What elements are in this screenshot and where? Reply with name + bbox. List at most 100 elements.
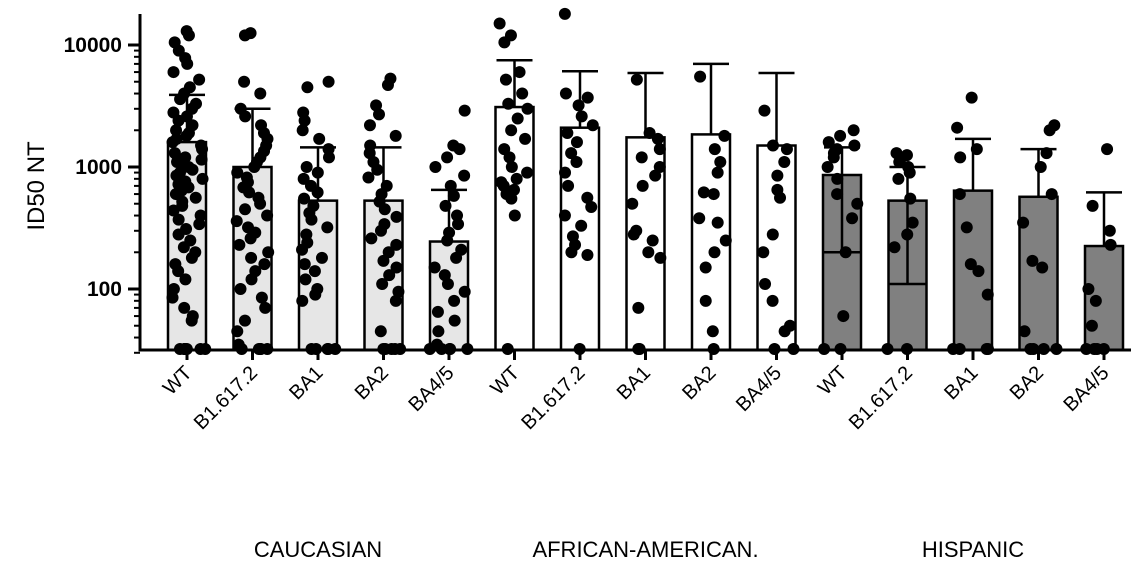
- data-point: [903, 166, 916, 179]
- data-point: [575, 110, 588, 123]
- data-point: [627, 228, 640, 241]
- x-tick-label: BA4/5: [732, 362, 786, 416]
- data-point: [498, 36, 511, 49]
- data-point: [780, 143, 793, 156]
- data-point: [193, 218, 206, 231]
- data-point: [774, 191, 787, 204]
- data-point: [1026, 254, 1039, 267]
- x-tick-label: WT: [814, 362, 852, 400]
- data-point: [1036, 261, 1049, 274]
- data-point: [170, 124, 183, 137]
- data-point: [1040, 147, 1053, 160]
- data-point: [444, 179, 457, 192]
- data-point: [305, 213, 318, 226]
- data-point: [363, 119, 376, 132]
- data-point: [245, 251, 258, 264]
- data-point: [182, 29, 195, 42]
- data-point: [581, 191, 594, 204]
- data-point: [196, 172, 209, 185]
- data-point: [239, 203, 252, 216]
- data-point: [708, 246, 721, 259]
- data-point: [581, 248, 594, 261]
- data-point: [699, 294, 712, 307]
- data-point: [453, 143, 466, 156]
- data-point: [516, 87, 529, 100]
- data-point: [177, 241, 190, 254]
- data-point: [646, 234, 659, 247]
- data-point: [296, 243, 309, 256]
- data-point: [189, 191, 202, 204]
- data-point: [901, 228, 914, 241]
- x-tick-label: BA4/5: [404, 362, 458, 416]
- data-point: [244, 232, 257, 245]
- data-point: [233, 238, 246, 251]
- data-point: [428, 261, 441, 274]
- data-point: [711, 166, 724, 179]
- data-point: [711, 216, 724, 229]
- data-point: [231, 325, 244, 338]
- data-point: [390, 238, 403, 251]
- data-point: [431, 305, 444, 318]
- data-point: [167, 66, 180, 79]
- data-point: [262, 246, 275, 259]
- group-labels: CAUCASIAN AFRICAN-AMERICAN. HISPANIC: [254, 537, 1024, 562]
- data-point: [505, 161, 518, 173]
- data-point: [374, 325, 387, 338]
- data-point: [1101, 143, 1114, 156]
- data-point: [254, 197, 267, 210]
- data-point: [296, 124, 309, 137]
- data-point: [392, 285, 405, 298]
- data-point: [439, 199, 452, 212]
- data-point: [1045, 188, 1058, 201]
- x-tick-label: WT: [486, 362, 524, 400]
- data-point: [322, 75, 335, 88]
- data-point: [766, 139, 779, 152]
- x-tick-label: BA2: [1006, 362, 1048, 404]
- data-point: [965, 91, 978, 104]
- data-point: [972, 265, 985, 278]
- data-point: [309, 288, 322, 301]
- data-point: [561, 126, 574, 139]
- data-point: [653, 143, 666, 156]
- data-point: [1043, 124, 1056, 137]
- data-point: [821, 161, 834, 173]
- data-point: [521, 102, 534, 115]
- data-point: [255, 291, 268, 304]
- data-point: [951, 121, 964, 134]
- data-point: [178, 301, 191, 314]
- data-point: [759, 277, 772, 290]
- data-point: [505, 192, 518, 205]
- y-tick-label: 100: [87, 278, 122, 301]
- data-point: [458, 169, 471, 182]
- data-point: [377, 254, 390, 267]
- data-point: [519, 132, 532, 145]
- data-point: [185, 314, 198, 327]
- data-point: [311, 186, 324, 199]
- data-point: [699, 261, 712, 274]
- axes-layer: 100 1000 10000: [64, 14, 1131, 360]
- data-point: [313, 132, 326, 145]
- data-point: [502, 97, 515, 110]
- data-point: [298, 192, 311, 205]
- data-point: [193, 73, 206, 86]
- data-point: [585, 201, 598, 214]
- data-point: [960, 221, 973, 234]
- data-point: [381, 79, 394, 92]
- data-point: [766, 294, 779, 307]
- data-point: [503, 151, 516, 164]
- bars-layer: [166, 105, 1125, 352]
- data-point: [311, 166, 324, 179]
- data-point: [172, 265, 185, 278]
- data-point: [383, 269, 396, 282]
- y-tick-label: 1000: [75, 156, 122, 179]
- data-point: [458, 285, 471, 298]
- data-point: [778, 155, 791, 168]
- data-point: [559, 166, 572, 179]
- data-point: [757, 246, 770, 259]
- data-point: [245, 273, 258, 286]
- data-point: [238, 29, 251, 42]
- data-point: [376, 277, 389, 290]
- data-point: [636, 179, 649, 192]
- data-point: [172, 228, 185, 241]
